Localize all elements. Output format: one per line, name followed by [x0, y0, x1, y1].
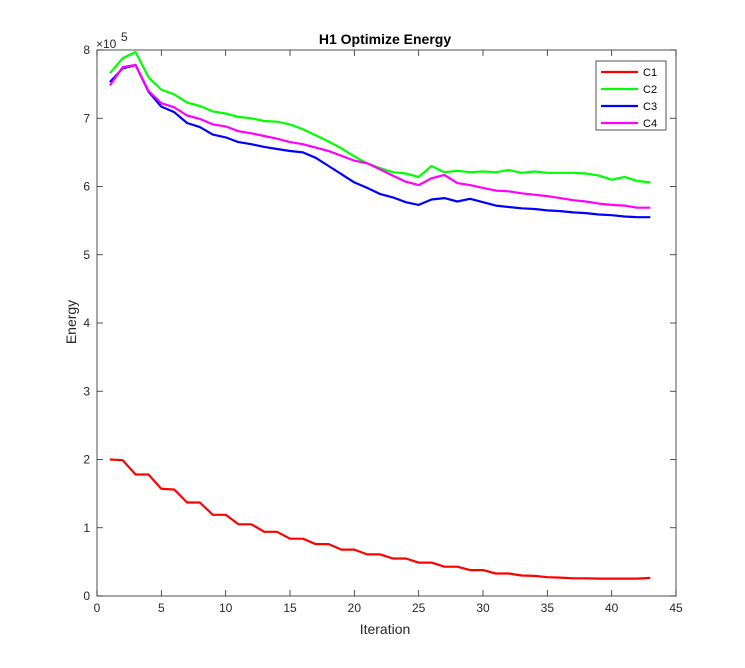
y-tick-label: 7: [83, 111, 90, 125]
series-line-c3: [109, 63, 651, 219]
y-exponent-label: ×10 5: [96, 30, 128, 51]
series-line-c4: [108, 63, 651, 209]
x-axis-label: Iteration: [360, 621, 411, 637]
y-exponent-power: 5: [121, 30, 128, 44]
legend-label-c3: C3: [643, 101, 657, 113]
x-tick-label: 30: [476, 601, 490, 615]
y-tick-label: 8: [83, 43, 90, 57]
y-tick-label: 4: [83, 316, 90, 330]
y-tick-label: 2: [83, 453, 90, 467]
x-tick-label: 25: [412, 601, 426, 615]
legend-label-c1: C1: [643, 67, 657, 79]
x-tick-label: 40: [605, 601, 619, 615]
x-tick-label: 5: [158, 601, 165, 615]
y-tick-label: 6: [83, 180, 90, 194]
x-tick-label: 15: [283, 601, 297, 615]
x-tick-label: 45: [669, 601, 683, 615]
y-tick-label: 1: [83, 521, 90, 535]
series-line-c1: [109, 458, 651, 580]
legend-entries: C1 C2 C3 C4: [601, 67, 657, 130]
y-exponent-base: ×10: [96, 37, 117, 51]
x-tick-label: 0: [94, 601, 101, 615]
x-tick-label: 20: [348, 601, 362, 615]
series-lines: [108, 50, 651, 580]
y-tick-label: 3: [83, 384, 90, 398]
chart-title: H1 Optimize Energy: [319, 31, 451, 47]
x-tick-label: 35: [541, 601, 555, 615]
series-line-c2: [109, 50, 651, 184]
legend-label-c2: C2: [643, 84, 657, 96]
legend: C1 C2 C3 C4: [595, 60, 667, 131]
y-tick-label: 0: [83, 589, 90, 603]
y-axis-label: Energy: [63, 300, 79, 344]
x-tick-label: 10: [219, 601, 233, 615]
y-tick-label: 5: [83, 248, 90, 262]
legend-label-c4: C4: [643, 118, 657, 130]
